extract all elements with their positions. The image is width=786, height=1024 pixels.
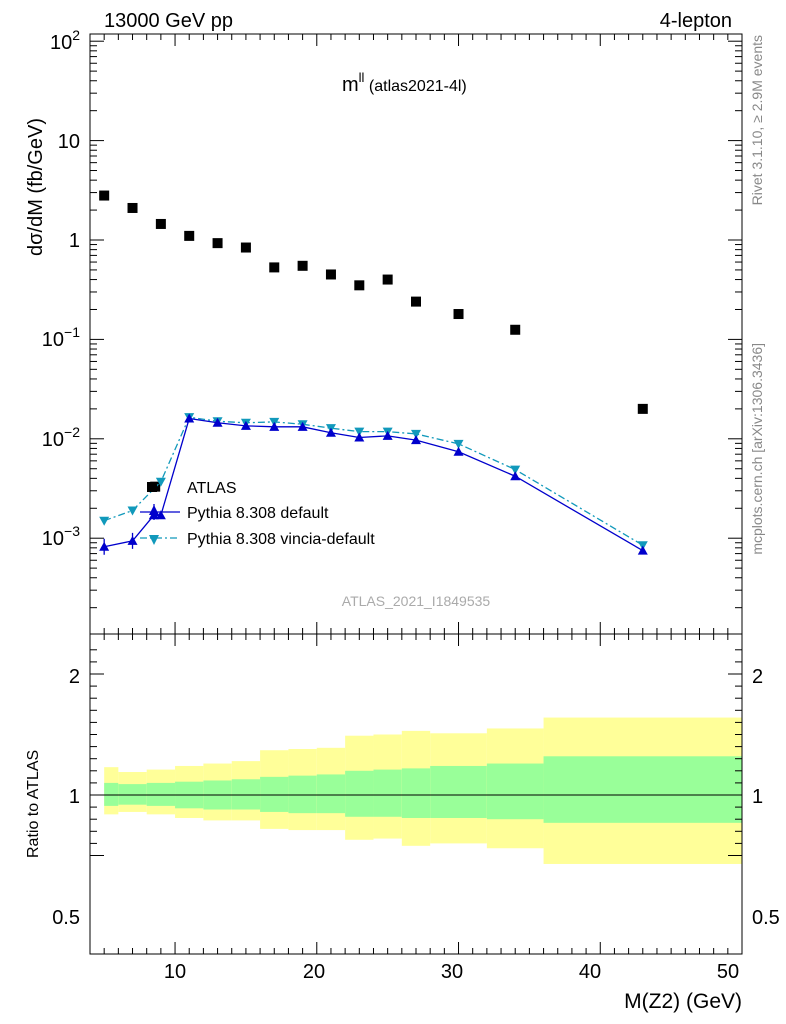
ratio-axis-ticks xyxy=(90,634,743,954)
ratio-y-tick-05-left: 0.5 xyxy=(52,907,80,929)
data-point-default xyxy=(240,420,251,430)
data-point-default xyxy=(99,541,110,551)
data-point-atlas xyxy=(411,296,421,307)
ratio-y-tick-2-left: 2 xyxy=(69,666,80,688)
legend-label-vincia: Pythia 8.308 vincia-default xyxy=(187,531,375,548)
ratio-band-inner xyxy=(104,782,119,806)
data-point-default xyxy=(155,510,166,520)
ratio-band-inner xyxy=(373,769,402,817)
data-point-atlas xyxy=(325,269,336,280)
ratio-y-axis-label: Ratio to ATLAS xyxy=(25,750,42,858)
data-point-default xyxy=(212,417,223,427)
legend-label-atlas: ATLAS xyxy=(187,480,237,497)
data-point-atlas xyxy=(510,324,521,335)
ratio-y-tick-05-right: 0.5 xyxy=(752,907,780,929)
data-point-vincia xyxy=(453,439,464,449)
y-tick-label-10: 10 xyxy=(58,131,80,153)
ratio-band-inner xyxy=(543,756,742,823)
data-point-atlas xyxy=(155,218,166,229)
data-point-default xyxy=(453,446,464,456)
series-line-default xyxy=(104,417,644,552)
data-point-default xyxy=(382,430,393,440)
side-label-rivet: Rivet 3.1.10, ≥ 2.9M events xyxy=(749,35,765,205)
x-tick-label-30: 30 xyxy=(441,961,463,983)
ratio-band-inner xyxy=(231,779,261,810)
header-right-text: 4-lepton xyxy=(660,10,732,32)
data-point-atlas xyxy=(212,238,223,249)
ratio-band-inner xyxy=(345,770,374,817)
data-point-atlas xyxy=(127,202,138,213)
data-point-atlas xyxy=(297,260,308,271)
ratio-band-inner xyxy=(146,782,176,806)
x-axis-label: M(Z2) (GeV) xyxy=(624,990,742,1013)
data-point-default xyxy=(354,432,365,442)
y-tick-label-1: 1 xyxy=(69,230,80,252)
ratio-band-inner xyxy=(118,784,147,805)
data-point-default xyxy=(411,435,421,445)
data-point-default xyxy=(325,427,336,437)
data-point-atlas xyxy=(382,274,393,285)
legend-marker-default xyxy=(149,505,159,515)
data-point-atlas xyxy=(354,280,365,291)
y-axis-label: dσ/dM (fb/GeV) xyxy=(25,118,47,256)
ratio-band-inner xyxy=(316,774,346,814)
ratio-y-tick-1-left: 1 xyxy=(69,786,80,808)
data-point-default xyxy=(510,471,521,481)
ratio-band-inner xyxy=(486,763,544,820)
data-point-vincia xyxy=(99,516,110,526)
data-point-default xyxy=(297,421,308,431)
data-point-default xyxy=(269,421,280,431)
plot-title: mll (atlas2021-4l) xyxy=(342,70,467,96)
ratio-band-inner xyxy=(288,775,317,814)
data-point-vincia xyxy=(411,429,421,439)
data-point-atlas xyxy=(453,309,464,320)
data-point-atlas xyxy=(637,403,648,414)
ratio-plot-content xyxy=(90,717,742,864)
legend-marker-atlas xyxy=(147,482,157,492)
data-point-vincia xyxy=(354,427,365,437)
y-tick-label-1e-3: 10−3 xyxy=(42,523,80,550)
ratio-band-inner xyxy=(401,768,431,818)
header-left-text: 13000 GeV pp xyxy=(104,10,233,32)
x-tick-label-10: 10 xyxy=(164,961,186,983)
legend-label-default: Pythia 8.308 default xyxy=(187,505,329,522)
data-point-vincia xyxy=(127,506,138,516)
data-point-default xyxy=(184,413,195,423)
data-point-atlas xyxy=(240,242,251,253)
data-point-atlas xyxy=(99,190,110,201)
main-axis-ticks xyxy=(90,34,743,634)
ratio-y-tick-1-right: 1 xyxy=(752,786,763,808)
ratio-band-inner xyxy=(260,776,289,812)
data-point-atlas xyxy=(184,230,195,241)
y-tick-label-100: 102 xyxy=(50,27,80,54)
data-point-default xyxy=(127,535,138,545)
legend: ATLAS Pythia 8.308 default Pythia 8.308 … xyxy=(140,480,375,548)
x-tick-label-40: 40 xyxy=(579,961,601,983)
main-plot-content xyxy=(99,190,648,555)
data-point-atlas xyxy=(269,262,280,273)
series-line-vincia xyxy=(103,416,644,546)
data-point-default xyxy=(637,545,648,555)
legend-marker-vincia xyxy=(149,535,159,545)
x-tick-label-20: 20 xyxy=(303,961,325,983)
data-point-vincia xyxy=(510,465,521,475)
x-tick-label-50: 50 xyxy=(717,961,739,983)
y-tick-label-1e-2: 10−2 xyxy=(42,424,80,451)
ratio-band-inner xyxy=(430,765,487,818)
ratio-y-tick-2-right: 2 xyxy=(752,666,763,688)
data-point-vincia xyxy=(155,477,166,487)
y-tick-label-1e-1: 10−1 xyxy=(42,324,80,351)
side-label-mcplots: mcplots.cern.ch [arXiv:1306.3436] xyxy=(749,343,765,555)
analysis-tag: ATLAS_2021_I1849535 xyxy=(342,593,491,609)
